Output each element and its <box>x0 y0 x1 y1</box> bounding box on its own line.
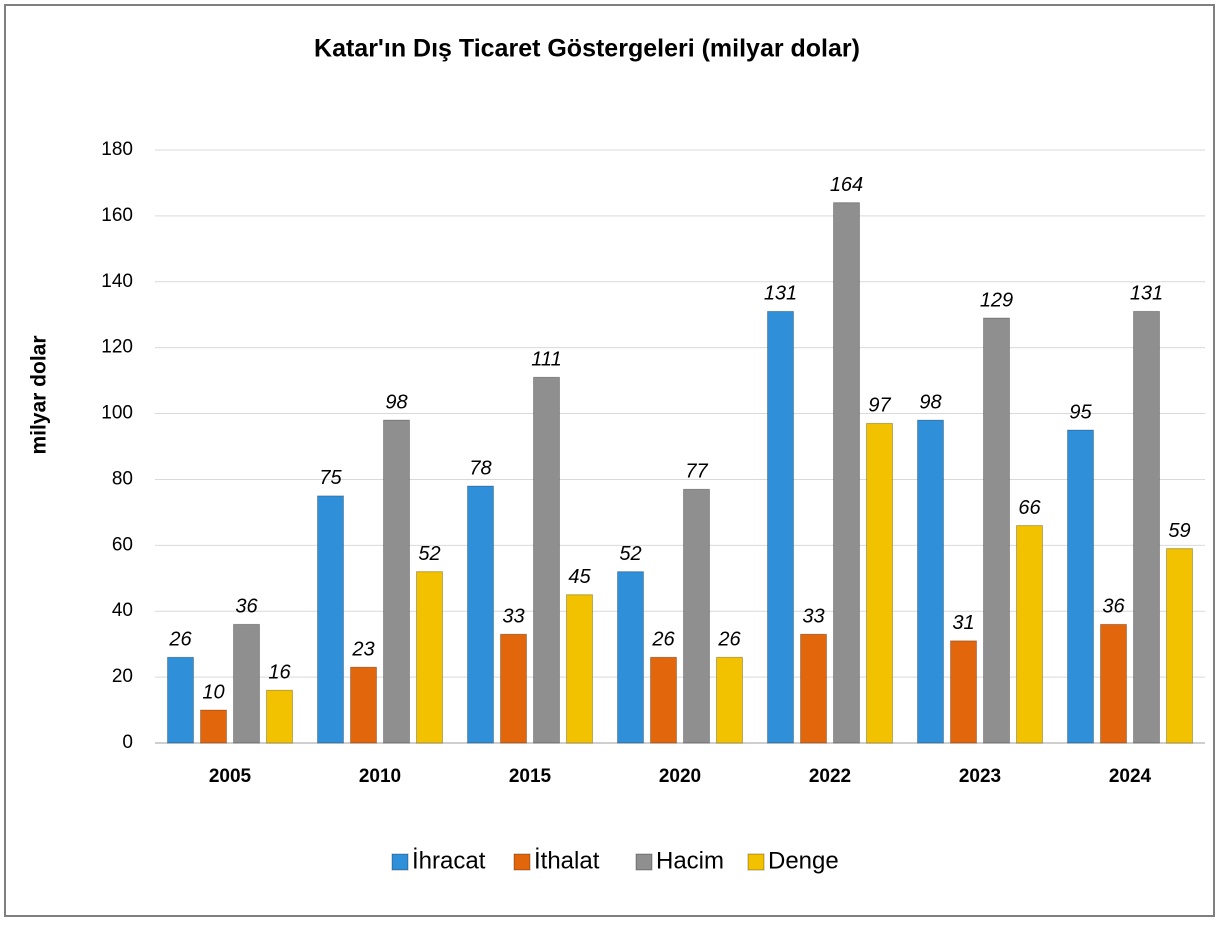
data-label: 26 <box>651 629 675 651</box>
bar-shade <box>500 633 527 744</box>
data-label: 10 <box>202 681 224 703</box>
data-label: 16 <box>268 662 291 684</box>
x-tick-label: 2023 <box>959 766 1001 787</box>
bar-shade <box>617 571 644 744</box>
y-tick-label: 140 <box>101 271 133 292</box>
y-tick-label: 100 <box>101 403 133 424</box>
bar-shade <box>383 419 410 744</box>
legend-label: Hacim <box>656 847 724 874</box>
data-label: 131 <box>1130 283 1163 305</box>
x-tick-label: 2005 <box>209 766 252 787</box>
data-label: 45 <box>568 566 591 588</box>
bar-shade <box>1133 310 1160 744</box>
legend: İhracat İthalat Hacim Denge <box>391 847 839 874</box>
bar-shade <box>467 485 494 744</box>
bar-shade <box>650 656 677 744</box>
data-label: 26 <box>717 629 741 651</box>
y-tick-label: 60 <box>112 534 133 555</box>
bar-shade <box>833 202 860 744</box>
data-label: 129 <box>980 289 1013 311</box>
bar-shade <box>1016 525 1043 744</box>
y-axis-label: milyar dolar <box>28 335 51 454</box>
y-tick-label: 160 <box>101 205 133 226</box>
data-label: 26 <box>168 629 192 651</box>
x-tick-label: 2024 <box>1109 766 1152 787</box>
y-tick-label: 120 <box>101 337 133 358</box>
data-label: 52 <box>619 543 641 565</box>
data-label: 59 <box>1168 520 1190 542</box>
data-label: 98 <box>385 391 407 413</box>
data-label: 97 <box>868 395 891 417</box>
data-label: 111 <box>531 349 561 371</box>
bar-shade <box>866 422 893 744</box>
chart-border <box>4 4 1215 917</box>
data-label: 95 <box>1069 401 1092 423</box>
bar-shade <box>683 488 710 744</box>
bar-shade <box>767 310 794 744</box>
x-tick-label: 2010 <box>359 766 401 787</box>
bar-shade <box>716 656 743 744</box>
bar-shade <box>167 656 194 744</box>
data-label: 36 <box>1102 596 1125 618</box>
bar-shade <box>233 623 260 744</box>
bar-shade <box>1100 623 1127 744</box>
data-label: 75 <box>319 467 342 489</box>
bar-shade <box>950 640 977 744</box>
bar-shade <box>200 709 227 744</box>
legend-swatch <box>635 853 653 871</box>
data-label: 52 <box>418 543 440 565</box>
data-label: 66 <box>1018 497 1041 519</box>
x-tick-label: 2020 <box>659 766 701 787</box>
bar-shade <box>1067 429 1094 744</box>
legend-label: İhracat <box>412 847 486 874</box>
bar-shade <box>1166 548 1193 744</box>
data-label: 31 <box>952 612 974 634</box>
data-label: 164 <box>830 174 863 196</box>
bar-shade <box>800 633 827 744</box>
y-tick-label: 0 <box>122 732 133 753</box>
bar-shade <box>416 571 443 744</box>
data-label: 33 <box>502 606 524 628</box>
y-tick-label: 180 <box>101 139 133 160</box>
data-label: 131 <box>764 283 797 305</box>
bar-shade <box>533 376 560 744</box>
data-label: 77 <box>685 461 708 483</box>
x-tick-label: 2015 <box>509 766 552 787</box>
legend-swatch <box>513 853 531 871</box>
data-label: 36 <box>235 596 258 618</box>
y-tick-label: 80 <box>112 468 133 489</box>
bar-shade <box>983 317 1010 744</box>
bar-shade <box>350 666 377 744</box>
chart-title: Katar'ın Dış Ticaret Göstergeleri (milya… <box>314 35 860 63</box>
y-tick-label: 20 <box>112 666 133 687</box>
bar-shade <box>317 495 344 744</box>
x-tick-label: 2022 <box>809 766 851 787</box>
bar-shade <box>266 689 293 744</box>
data-label: 23 <box>351 639 374 661</box>
legend-swatch <box>747 853 765 871</box>
legend-label: Denge <box>768 847 839 874</box>
legend-label: İthalat <box>534 847 600 874</box>
data-label: 98 <box>919 391 941 413</box>
legend-swatch <box>391 853 409 871</box>
data-label: 33 <box>802 606 824 628</box>
bar-shade <box>566 594 593 744</box>
bar-shade <box>917 419 944 744</box>
y-tick-label: 40 <box>112 600 133 621</box>
data-label: 78 <box>469 457 491 479</box>
